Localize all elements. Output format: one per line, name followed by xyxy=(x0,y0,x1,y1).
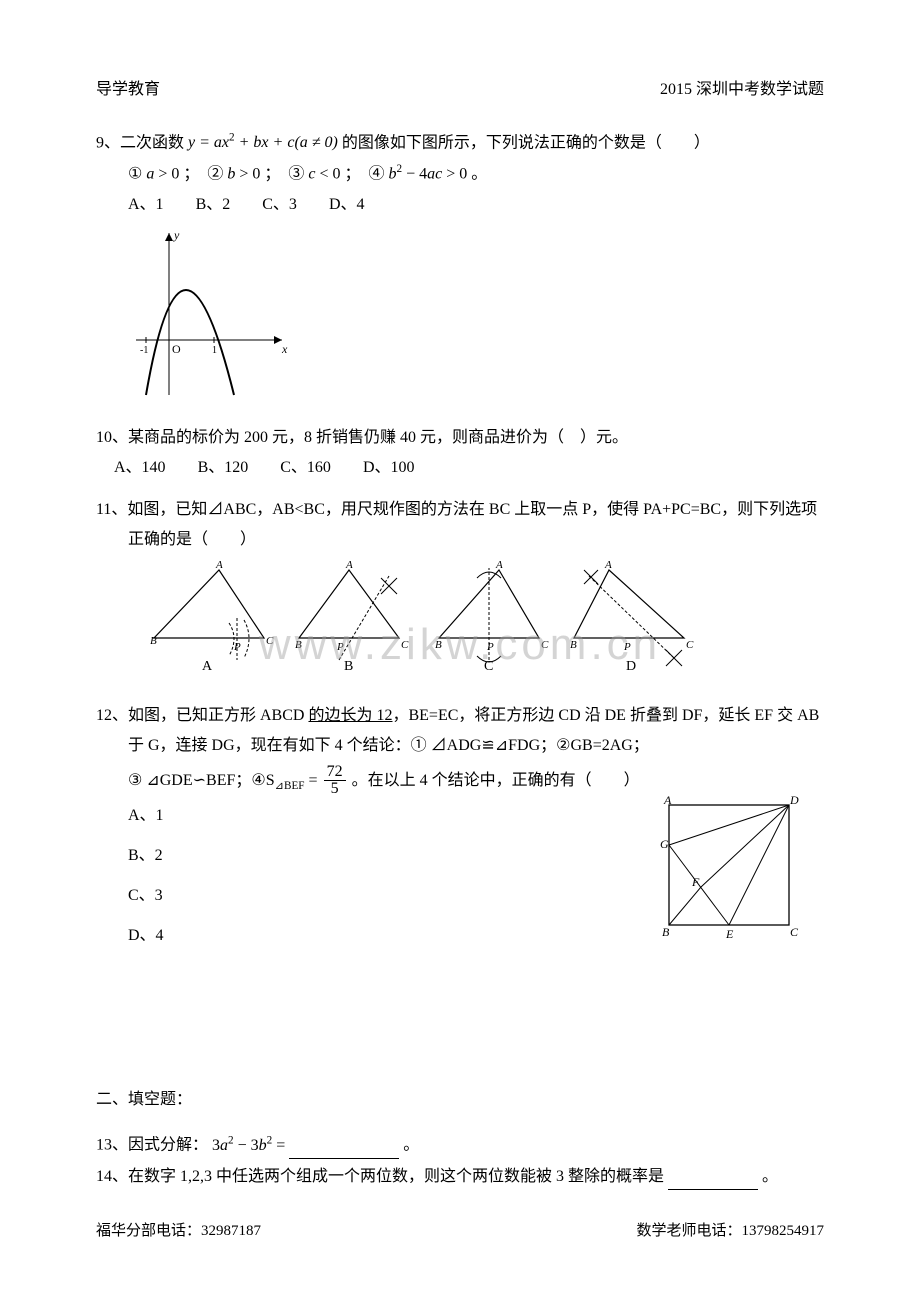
q14-stem: 14、在数字 1,2,3 中任选两个组成一个两位数，则这个两位数能被 3 整除的… xyxy=(96,1168,664,1185)
q13-blank xyxy=(289,1134,399,1159)
svg-text:D: D xyxy=(626,659,636,674)
frac-den: 5 xyxy=(324,781,346,798)
footer-right: 数学老师电话：13798254917 xyxy=(636,1220,824,1243)
constructions-svg: B A C P A B A C P xyxy=(144,558,704,678)
q12-stem-1b: ，BE=EC，将正方形边 CD 沿 DE 折叠到 DF，延长 EF 交 AB xyxy=(392,707,819,724)
q12-stem-3b: 。在以上 4 个结论中，正确的有（ ） xyxy=(348,772,640,789)
q10-opt-d: D、100 xyxy=(363,459,415,476)
svg-text:B: B xyxy=(570,639,577,651)
svg-text:y: y xyxy=(173,228,180,242)
q13-stem: 13、因式分解： xyxy=(96,1137,208,1154)
square-fold-svg: A D B C E G F xyxy=(654,790,804,940)
q9-formula: y = ax2 + bx + c(a ≠ 0) xyxy=(188,134,338,151)
q12-figure: A D B C E G F xyxy=(654,790,804,948)
section-2-title: 二、填空题： xyxy=(96,1088,824,1112)
q12-sub: ⊿BEF xyxy=(275,780,305,792)
svg-text:B: B xyxy=(435,639,442,651)
q10-stem: 10、某商品的标价为 200 元，8 折销售仍赚 40 元，则商品进价为（ ）元… xyxy=(96,426,824,450)
q9-options: A、1 B、2 C、3 D、4 xyxy=(96,193,824,217)
svg-text:E: E xyxy=(725,927,734,940)
footer-left: 福华分部电话：32987187 xyxy=(96,1220,261,1243)
header-right: 2015 深圳中考数学试题 xyxy=(660,78,824,102)
q10-opt-b: B、120 xyxy=(198,459,249,476)
header-left: 导学教育 xyxy=(96,78,160,102)
q12-stem-1a: 12、如图，已知正方形 ABCD xyxy=(96,707,308,724)
svg-text:P: P xyxy=(336,641,344,653)
q9-stem-a: 9、二次函数 xyxy=(96,134,188,151)
q12-stem-2: 于 G，连接 DG，现在有如下 4 个结论：① ⊿ADG≌⊿FDG；②GB=2A… xyxy=(96,734,824,758)
q9-opt-a: A、1 xyxy=(128,196,164,213)
svg-text:A: A xyxy=(495,559,503,571)
q12-fraction: 725 xyxy=(324,764,346,799)
svg-text:B: B xyxy=(344,659,353,674)
svg-text:P: P xyxy=(623,641,631,653)
question-12: 12、如图，已知正方形 ABCD 的边长为 12，BE=EC，将正方形边 CD … xyxy=(96,704,824,949)
q14-tail: 。 xyxy=(762,1168,778,1185)
svg-text:A: A xyxy=(663,793,672,807)
svg-text:1: 1 xyxy=(212,345,217,356)
q9-opt-b: B、2 xyxy=(196,196,231,213)
svg-text:A: A xyxy=(604,559,612,571)
parabola-svg: y x O -1 1 xyxy=(124,225,294,400)
q9-opt-d: D、4 xyxy=(329,196,365,213)
exam-page: 导学教育 2015 深圳中考数学试题 9、二次函数 y = ax2 + bx +… xyxy=(0,0,920,1302)
question-9: 9、二次函数 y = ax2 + bx + c(a ≠ 0) 的图像如下图所示，… xyxy=(96,130,824,408)
q10-opt-c: C、160 xyxy=(280,459,331,476)
question-10: 10、某商品的标价为 200 元，8 折销售仍赚 40 元，则商品进价为（ ）元… xyxy=(96,426,824,480)
frac-num: 72 xyxy=(324,764,346,782)
q11-stem: 11、如图，已知⊿ABC，AB<BC，用尺规作图的方法在 BC 上取一点 P，使… xyxy=(96,498,824,522)
svg-text:-1: -1 xyxy=(140,345,148,356)
q10-options: A、140 B、120 C、160 D、100 xyxy=(96,456,824,480)
q12-eq: = xyxy=(305,772,322,789)
q10-opt-a: A、140 xyxy=(114,459,166,476)
q11-stem-2: 正确的是（ ） xyxy=(96,528,824,552)
svg-text:F: F xyxy=(691,875,700,889)
q12-stem-3a: ③ ⊿GDE∽BEF；④S xyxy=(128,772,275,789)
question-13: 13、因式分解： 3a2 − 3b2 = 。 xyxy=(96,1132,824,1158)
svg-text:x: x xyxy=(281,342,288,356)
svg-text:P: P xyxy=(486,641,494,653)
svg-text:G: G xyxy=(660,837,669,851)
question-14: 14、在数字 1,2,3 中任选两个组成一个两位数，则这个两位数能被 3 整除的… xyxy=(96,1165,824,1190)
page-header: 导学教育 2015 深圳中考数学试题 xyxy=(96,78,824,102)
q11-figures: B A C P A B A C P xyxy=(144,558,824,686)
q14-blank xyxy=(668,1165,758,1190)
q9-conditions: ① a > 0 ； ② b > 0 ； ③ c < 0 ； ④ b2 − 4ac… xyxy=(96,161,824,186)
svg-text:O: O xyxy=(172,342,181,356)
page-footer: 福华分部电话：32987187 数学老师电话：13798254917 xyxy=(96,1220,824,1243)
q9-opt-c: C、3 xyxy=(262,196,297,213)
q12-stem-1: 12、如图，已知正方形 ABCD 的边长为 12，BE=EC，将正方形边 CD … xyxy=(96,704,824,728)
svg-text:C: C xyxy=(686,639,694,651)
svg-text:C: C xyxy=(266,635,274,647)
q12-stem-1u: 的边长为 12 xyxy=(308,707,392,724)
svg-text:A: A xyxy=(215,559,223,571)
svg-text:C: C xyxy=(401,639,409,651)
q9-stem: 9、二次函数 y = ax2 + bx + c(a ≠ 0) 的图像如下图所示，… xyxy=(96,130,824,155)
svg-text:A: A xyxy=(345,559,353,571)
svg-text:B: B xyxy=(295,639,302,651)
svg-text:C: C xyxy=(541,639,549,651)
section-2: 二、填空题： 13、因式分解： 3a2 − 3b2 = 。 14、在数字 1,2… xyxy=(96,1088,824,1189)
svg-text:A: A xyxy=(202,659,213,674)
q13-tail: 。 xyxy=(403,1137,419,1154)
svg-text:C: C xyxy=(790,925,799,939)
svg-text:B: B xyxy=(150,635,157,647)
q13-expr: 3a2 − 3b2 = xyxy=(212,1137,285,1154)
question-11: 11、如图，已知⊿ABC，AB<BC，用尺规作图的方法在 BC 上取一点 P，使… xyxy=(96,498,824,686)
svg-text:B: B xyxy=(662,925,670,939)
svg-text:C: C xyxy=(484,659,493,674)
svg-text:D: D xyxy=(789,793,799,807)
q9-stem-b: 的图像如下图所示，下列说法正确的个数是（ ） xyxy=(338,134,710,151)
q9-figure: y x O -1 1 xyxy=(124,225,824,408)
